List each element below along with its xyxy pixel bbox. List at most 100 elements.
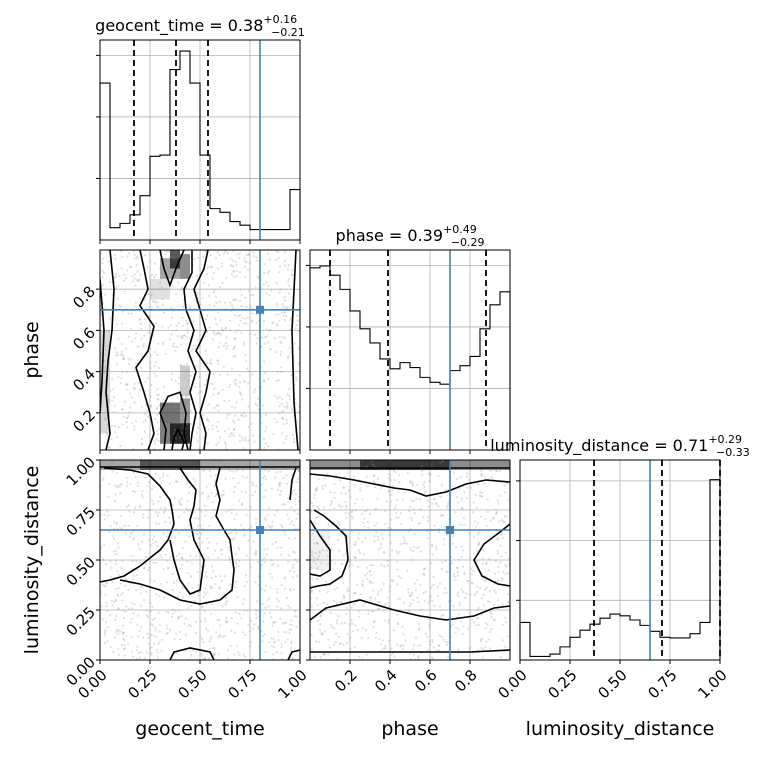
sample-point	[414, 582, 417, 585]
sample-point	[342, 643, 345, 646]
sample-point	[133, 425, 136, 428]
sample-point	[219, 549, 222, 552]
sample-point	[422, 568, 426, 571]
sample-point	[265, 327, 268, 330]
sample-point	[289, 588, 292, 592]
sample-point	[471, 582, 475, 585]
sample-point	[117, 426, 121, 429]
sample-point	[468, 556, 472, 559]
sample-point	[345, 516, 348, 519]
sample-point	[283, 295, 286, 299]
sample-point	[238, 654, 241, 657]
sample-point	[384, 647, 387, 650]
sample-point	[468, 646, 471, 649]
sample-point	[408, 610, 411, 613]
sample-point	[286, 638, 289, 641]
sample-point	[228, 556, 231, 559]
sample-point	[112, 411, 115, 414]
sample-point	[141, 540, 144, 543]
sample-point	[234, 354, 237, 358]
sample-point	[425, 490, 428, 493]
sample-point	[210, 265, 214, 269]
sample-point	[218, 586, 221, 589]
sample-point	[439, 514, 442, 517]
sample-point	[178, 499, 181, 502]
sample-point	[128, 392, 132, 395]
sample-point	[151, 300, 155, 303]
sample-point	[108, 317, 111, 320]
sample-point	[399, 522, 403, 525]
sample-point	[210, 603, 213, 606]
sample-point	[472, 593, 476, 597]
sample-point	[188, 305, 191, 308]
sample-point	[251, 312, 254, 315]
sample-point	[278, 405, 281, 408]
sample-point	[467, 465, 470, 468]
sample-point	[280, 311, 284, 314]
sample-point	[266, 513, 269, 517]
sample-point	[233, 485, 237, 488]
sample-point	[491, 517, 495, 520]
sample-point	[109, 646, 112, 649]
sample-point	[373, 524, 376, 527]
sample-point	[479, 464, 483, 467]
sample-point	[417, 628, 421, 631]
sample-point	[230, 511, 233, 515]
sample-point	[138, 388, 141, 391]
sample-point	[160, 506, 163, 510]
sample-point	[180, 343, 183, 346]
sample-point	[246, 367, 249, 370]
sample-point	[174, 292, 178, 296]
sample-point	[498, 460, 501, 463]
sample-point	[249, 640, 253, 644]
sample-point	[493, 618, 496, 622]
sample-point	[463, 491, 466, 494]
sample-point	[503, 515, 507, 518]
sample-point	[162, 311, 166, 314]
sample-point	[286, 393, 289, 396]
sample-point	[108, 530, 111, 533]
sample-point	[137, 614, 140, 617]
sample-point	[294, 402, 297, 405]
sample-point	[255, 553, 258, 556]
sample-point	[483, 646, 487, 649]
sample-point	[134, 301, 138, 304]
sample-point	[236, 622, 239, 625]
sample-point	[181, 586, 184, 590]
sample-point	[385, 500, 389, 503]
sample-point	[192, 468, 195, 471]
sample-point	[148, 610, 151, 613]
sample-point	[343, 621, 346, 625]
sample-point	[452, 605, 455, 608]
sample-point	[218, 634, 221, 637]
sample-point	[276, 397, 279, 400]
sample-point	[256, 337, 259, 340]
sample-point	[489, 630, 492, 634]
sample-point	[471, 569, 474, 572]
sample-point	[172, 257, 175, 260]
sample-point	[497, 538, 500, 541]
sample-point	[119, 492, 122, 495]
sample-point	[366, 508, 369, 512]
sample-point	[212, 372, 215, 376]
sample-point	[222, 493, 225, 496]
sample-point	[435, 548, 438, 551]
sample-point	[333, 491, 336, 494]
sample-point	[283, 336, 287, 339]
sample-point	[486, 510, 489, 514]
sample-point	[407, 591, 410, 594]
sample-point	[250, 422, 253, 426]
sample-point	[355, 498, 358, 501]
sample-point	[439, 495, 443, 498]
sample-point	[119, 593, 123, 597]
sample-point	[199, 620, 202, 623]
sample-point	[253, 623, 256, 626]
sample-point	[462, 463, 466, 467]
sample-point	[133, 253, 136, 256]
sample-point	[288, 569, 292, 572]
sample-point	[375, 522, 378, 525]
sample-point	[241, 631, 245, 634]
sample-point	[132, 612, 135, 615]
sample-point	[100, 546, 103, 549]
sample-point	[318, 589, 321, 593]
